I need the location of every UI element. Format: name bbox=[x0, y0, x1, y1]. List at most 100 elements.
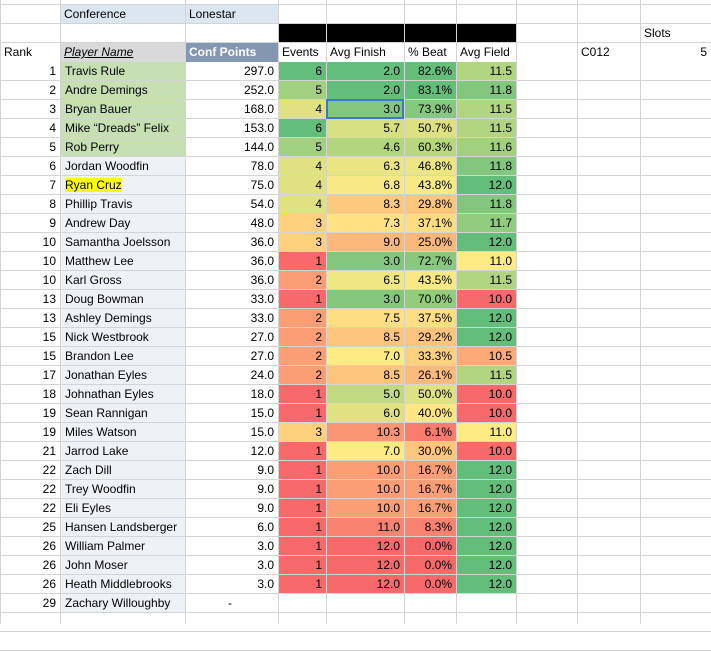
cell-rank[interactable]: 1 bbox=[49, 64, 56, 78]
cell-avg-finish[interactable]: 2.0 bbox=[327, 62, 404, 80]
cell-avg-finish[interactable]: 3.0 bbox=[327, 100, 404, 118]
cell-pct-beat[interactable]: 83.1% bbox=[405, 81, 456, 99]
cell-avg-finish[interactable]: 10.0 bbox=[327, 480, 404, 498]
cell-avg-field[interactable]: 11.7 bbox=[457, 214, 516, 232]
cell-avg-field[interactable]: 12.0 bbox=[457, 556, 516, 574]
cell-points[interactable]: 144.0 bbox=[243, 140, 274, 154]
cell-avg-finish[interactable]: 8.5 bbox=[327, 366, 404, 384]
cell-avg-finish[interactable]: 3.0 bbox=[327, 252, 404, 270]
cell-avg-field[interactable]: 12.0 bbox=[457, 461, 516, 479]
cell-name[interactable]: Heath Middlebrooks bbox=[61, 575, 185, 593]
cell-events[interactable]: 1 bbox=[279, 404, 326, 422]
cell-rank[interactable]: 26 bbox=[42, 558, 56, 572]
cell-points[interactable]: - bbox=[228, 596, 232, 610]
cell-events[interactable]: 1 bbox=[279, 385, 326, 403]
cell-points[interactable]: 6.0 bbox=[257, 520, 274, 534]
cell-points[interactable]: 78.0 bbox=[250, 159, 274, 173]
cell-rank[interactable]: 26 bbox=[42, 577, 56, 591]
cell-avg-field[interactable]: 10.0 bbox=[457, 290, 516, 308]
cell-avg-finish[interactable]: 5.7 bbox=[327, 119, 404, 137]
cell-avg-finish[interactable]: 6.8 bbox=[327, 176, 404, 194]
cell-events[interactable]: 5 bbox=[279, 138, 326, 156]
cell-name[interactable]: John Moser bbox=[61, 556, 185, 574]
cell-pct-beat[interactable]: 43.8% bbox=[405, 176, 456, 194]
cell-pct-beat[interactable]: 16.7% bbox=[405, 499, 456, 517]
cell-avg-field[interactable]: 11.5 bbox=[457, 119, 516, 137]
cell-events[interactable]: 1 bbox=[279, 461, 326, 479]
cell-points[interactable]: 36.0 bbox=[250, 273, 274, 287]
cell-avg-finish[interactable]: 10.0 bbox=[327, 461, 404, 479]
cell-events[interactable]: 1 bbox=[279, 556, 326, 574]
cell-events[interactable]: 2 bbox=[279, 347, 326, 365]
cell-rank[interactable]: 10 bbox=[42, 235, 56, 249]
cell-rank[interactable]: 22 bbox=[42, 482, 56, 496]
cell-avg-field[interactable]: 11.8 bbox=[457, 81, 516, 99]
cell-points[interactable]: 33.0 bbox=[250, 292, 274, 306]
cell-rank[interactable]: 13 bbox=[42, 311, 56, 325]
cell-rank[interactable]: 13 bbox=[42, 292, 56, 306]
cell-pct-beat[interactable]: 8.3% bbox=[405, 518, 456, 536]
pct-beat-header-cell[interactable]: % Beat bbox=[408, 45, 447, 59]
cell-name[interactable]: Sean Rannigan bbox=[61, 404, 185, 422]
cell-avg-finish[interactable]: 6.3 bbox=[327, 157, 404, 175]
cell-avg-field[interactable]: 12.0 bbox=[457, 328, 516, 346]
cell-name[interactable]: Zach Dill bbox=[61, 461, 185, 479]
avg-field-header-cell[interactable]: Avg Field bbox=[460, 45, 510, 59]
cell-rank[interactable]: 19 bbox=[42, 406, 56, 420]
cell-events[interactable] bbox=[279, 594, 326, 612]
cell-name[interactable]: Matthew Lee bbox=[61, 252, 185, 270]
cell-events[interactable]: 3 bbox=[279, 423, 326, 441]
cell-avg-field[interactable]: 12.0 bbox=[457, 537, 516, 555]
cell-avg-field[interactable]: 10.5 bbox=[457, 347, 516, 365]
slots-label-cell[interactable]: Slots bbox=[644, 26, 671, 40]
slots-value-cell[interactable]: 5 bbox=[700, 45, 707, 59]
cell-avg-finish[interactable] bbox=[327, 594, 404, 612]
cell-pct-beat[interactable]: 73.9% bbox=[405, 100, 456, 118]
cell-avg-field[interactable]: 11.6 bbox=[457, 138, 516, 156]
cell-avg-field[interactable]: 12.0 bbox=[457, 233, 516, 251]
cell-rank[interactable]: 6 bbox=[49, 159, 56, 173]
cell-avg-finish[interactable]: 2.0 bbox=[327, 81, 404, 99]
cell-avg-field[interactable]: 12.0 bbox=[457, 480, 516, 498]
code-cell[interactable]: C012 bbox=[581, 45, 610, 59]
cell-points[interactable]: 3.0 bbox=[257, 558, 274, 572]
cell-points[interactable]: 9.0 bbox=[257, 501, 274, 515]
cell-avg-field[interactable]: 12.0 bbox=[457, 499, 516, 517]
cell-name[interactable]: Travis Rule bbox=[61, 62, 185, 80]
cell-avg-finish[interactable]: 12.0 bbox=[327, 537, 404, 555]
cell-points[interactable]: 18.0 bbox=[250, 387, 274, 401]
cell-avg-finish[interactable]: 10.3 bbox=[327, 423, 404, 441]
rank-header-cell[interactable]: Rank bbox=[4, 45, 33, 59]
cell-events[interactable]: 1 bbox=[279, 537, 326, 555]
cell-name[interactable]: Ryan Cruz bbox=[61, 176, 185, 194]
cell-name[interactable]: Mike “Dreads” Felix bbox=[61, 119, 185, 137]
cell-avg-field[interactable]: 11.5 bbox=[457, 366, 516, 384]
cell-points[interactable]: 48.0 bbox=[250, 216, 274, 230]
cell-avg-finish[interactable]: 6.0 bbox=[327, 404, 404, 422]
cell-rank[interactable]: 21 bbox=[42, 444, 56, 458]
cell-name[interactable]: Karl Gross bbox=[61, 271, 185, 289]
cell-events[interactable]: 2 bbox=[279, 309, 326, 327]
cell-events[interactable]: 1 bbox=[279, 499, 326, 517]
cell-name[interactable]: Jarrod Lake bbox=[61, 442, 185, 460]
cell-points[interactable]: 153.0 bbox=[243, 121, 274, 135]
cell-rank[interactable]: 5 bbox=[49, 140, 56, 154]
cell-avg-field[interactable]: 12.0 bbox=[457, 309, 516, 327]
cell-name[interactable]: Phillip Travis bbox=[61, 195, 185, 213]
cell-rank[interactable]: 25 bbox=[42, 520, 56, 534]
cell-points[interactable]: 297.0 bbox=[243, 64, 274, 78]
cell-avg-finish[interactable]: 10.0 bbox=[327, 499, 404, 517]
cell-name[interactable]: William Palmer bbox=[61, 537, 185, 555]
cell-rank[interactable]: 10 bbox=[42, 273, 56, 287]
cell-avg-finish[interactable]: 3.0 bbox=[327, 290, 404, 308]
cell-pct-beat[interactable]: 37.1% bbox=[405, 214, 456, 232]
cell-events[interactable]: 1 bbox=[279, 518, 326, 536]
cell-rank[interactable]: 15 bbox=[42, 330, 56, 344]
cell-avg-finish[interactable]: 11.0 bbox=[327, 518, 404, 536]
cell-avg-field[interactable]: 12.0 bbox=[457, 518, 516, 536]
cell-pct-beat[interactable]: 43.5% bbox=[405, 271, 456, 289]
cell-events[interactable]: 4 bbox=[279, 195, 326, 213]
cell-events[interactable]: 2 bbox=[279, 328, 326, 346]
cell-avg-field[interactable]: 11.8 bbox=[457, 195, 516, 213]
